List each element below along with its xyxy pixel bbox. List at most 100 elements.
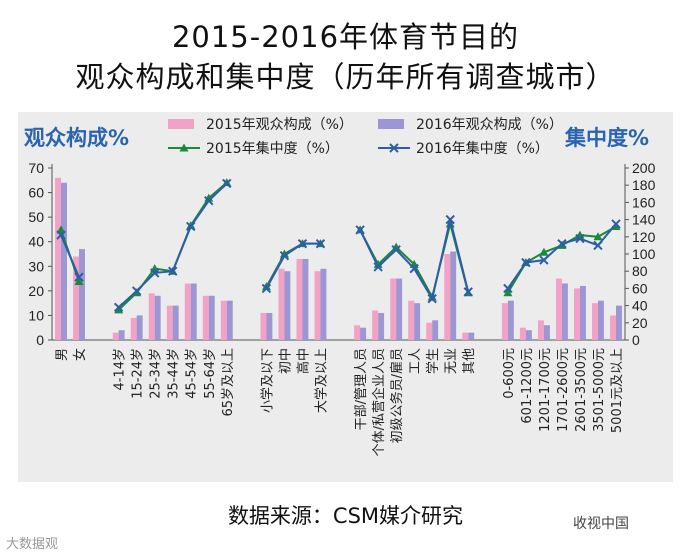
bar-2015 bbox=[278, 268, 285, 340]
bar-2016 bbox=[320, 268, 327, 340]
right-tick-label: 120 bbox=[632, 229, 656, 245]
bar-2016 bbox=[208, 295, 215, 340]
category-label: 男 bbox=[55, 348, 70, 361]
bar-2015 bbox=[184, 283, 191, 340]
category-label: 无业 bbox=[444, 348, 459, 374]
bar-2015 bbox=[537, 320, 544, 340]
bar-2016 bbox=[190, 283, 197, 340]
series-2016-concentration-point bbox=[521, 257, 531, 268]
category-label: 5001元及以上 bbox=[610, 348, 625, 433]
series-2016-concentration-point bbox=[373, 262, 383, 272]
bar-2015 bbox=[372, 310, 379, 340]
bar-2015 bbox=[426, 322, 433, 340]
legend-marker bbox=[179, 143, 189, 152]
bar-2016 bbox=[468, 332, 475, 340]
bar-2016 bbox=[615, 305, 622, 340]
legend-label: 2015年观众构成（%） bbox=[206, 117, 353, 133]
bar-2016 bbox=[284, 271, 291, 340]
series-2015-concentration-point bbox=[261, 282, 271, 291]
category-label: 65岁及以上 bbox=[221, 348, 236, 417]
series-2016-concentration-point bbox=[593, 240, 603, 251]
series-2016-concentration-point bbox=[503, 283, 513, 294]
category-label: 45-54岁 bbox=[185, 348, 200, 399]
right-tick-label: 180 bbox=[632, 177, 656, 193]
series-2016-concentration-point bbox=[611, 219, 621, 229]
category-label: 3501-5000元 bbox=[592, 348, 607, 432]
bar-2015 bbox=[501, 303, 508, 340]
series-2016-concentration-point bbox=[391, 244, 401, 255]
left-tick-label: 40 bbox=[28, 234, 44, 250]
bar-2016 bbox=[432, 320, 439, 340]
right-tick-label: 60 bbox=[632, 280, 648, 296]
bar-2015 bbox=[354, 325, 361, 340]
left-tick-label: 0 bbox=[36, 332, 44, 348]
bar-2016 bbox=[450, 251, 457, 340]
legend-swatch bbox=[378, 119, 404, 129]
series-2016-concentration-point bbox=[150, 268, 160, 278]
bar-2015 bbox=[408, 300, 415, 340]
bar-2016 bbox=[154, 295, 161, 340]
category-label: 高中 bbox=[295, 348, 311, 374]
left-tick-label: 10 bbox=[28, 307, 44, 323]
category-label: 1201-1700元 bbox=[538, 348, 553, 432]
series-2016-concentration-point bbox=[279, 251, 290, 261]
category-label: 初中 bbox=[278, 348, 293, 374]
bar-2016 bbox=[136, 315, 143, 340]
series-2015-concentration-point bbox=[593, 232, 603, 241]
series-2016-concentration-point bbox=[168, 266, 178, 276]
series-2016-concentration-point bbox=[409, 263, 419, 274]
series-2015-concentration-point bbox=[503, 288, 513, 297]
category-label: 大学及以上 bbox=[313, 348, 329, 413]
bar-2015 bbox=[519, 327, 526, 340]
left-tick-label: 50 bbox=[28, 209, 44, 225]
legend-marker bbox=[389, 143, 399, 153]
bar-2016 bbox=[507, 300, 514, 340]
bar-2016 bbox=[266, 312, 273, 340]
series-2016-concentration-point bbox=[557, 238, 567, 249]
category-label: 55-64岁 bbox=[203, 348, 218, 399]
series-2016-concentration-point bbox=[131, 286, 142, 296]
category-label: 学生 bbox=[425, 348, 441, 374]
legend-label: 2015年集中度（%） bbox=[206, 140, 339, 157]
bar-2016 bbox=[61, 182, 67, 340]
series-2015-concentration-point bbox=[74, 277, 84, 286]
series-2015-concentration-point bbox=[279, 249, 289, 258]
bar-2015 bbox=[112, 332, 119, 340]
bar-2016 bbox=[118, 330, 125, 340]
series-2016-concentration-line bbox=[265, 242, 321, 289]
legend-label: 2016年集中度（%） bbox=[416, 140, 549, 157]
bar-2016 bbox=[302, 258, 309, 340]
right-axis-label: 集中度% bbox=[565, 126, 650, 150]
category-label: 小学及以下 bbox=[259, 348, 275, 413]
source-note: 数据来源：CSM媒介研究 bbox=[227, 504, 464, 528]
bar-2016 bbox=[525, 330, 532, 340]
right-tick-label: 20 bbox=[632, 315, 648, 331]
right-tick-label: 0 bbox=[632, 332, 640, 348]
series-2016-concentration-point bbox=[222, 178, 232, 189]
left-tick-label: 30 bbox=[28, 258, 44, 274]
category-label: 0-600元 bbox=[502, 348, 517, 399]
category-label: 25-34岁 bbox=[149, 348, 164, 399]
series-2016-concentration-point bbox=[539, 255, 549, 265]
right-tick-label: 40 bbox=[632, 298, 648, 314]
category-label: 个体/私营企业人员 bbox=[371, 348, 387, 456]
bar-2015 bbox=[202, 295, 209, 340]
series-2016-concentration-point bbox=[297, 238, 308, 249]
bar-2016 bbox=[360, 327, 367, 340]
series-2016-concentration-point bbox=[261, 283, 272, 294]
category-label: 干部/管理人员 bbox=[354, 348, 369, 430]
bar-2016 bbox=[172, 305, 179, 340]
category-label: 2601-3500元 bbox=[574, 348, 589, 432]
category-label: 35-44岁 bbox=[167, 348, 182, 399]
category-label: 初级公务员/雇员 bbox=[389, 348, 405, 443]
category-label: 女 bbox=[72, 348, 88, 361]
series-2016-concentration-point bbox=[445, 214, 455, 225]
series-2016-concentration-point bbox=[113, 302, 124, 313]
left-tick-label: 60 bbox=[28, 185, 44, 201]
bar-2015 bbox=[73, 256, 80, 340]
bar-2016 bbox=[597, 300, 604, 340]
series-2015-concentration-point bbox=[539, 247, 549, 256]
bar-2015 bbox=[314, 271, 321, 340]
bar-2015 bbox=[148, 293, 155, 340]
